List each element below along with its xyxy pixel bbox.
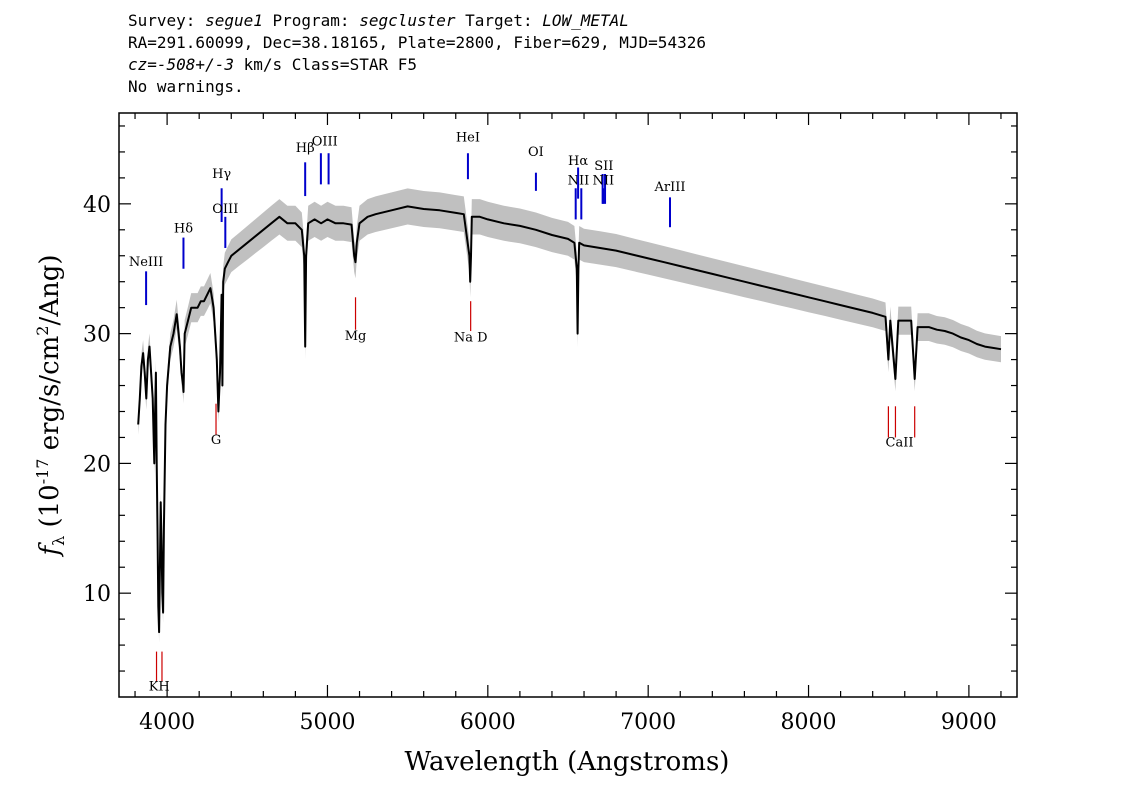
spectrum-line xyxy=(137,205,1002,634)
x-tick-label: 9000 xyxy=(941,710,997,735)
redshift-value: cz=-508+/-3 xyxy=(128,55,234,74)
emission-line-label: OI xyxy=(528,145,544,160)
x-tick-label: 4000 xyxy=(139,710,195,735)
y-tick-label: 40 xyxy=(83,193,111,218)
emission-line-label: OIII xyxy=(212,202,238,217)
x-tick-label: 5000 xyxy=(299,710,355,735)
emission-line-label: Hα xyxy=(568,154,588,169)
absorption-line-label: Mg xyxy=(345,329,367,344)
emission-line-label: NII xyxy=(592,173,614,188)
plot-frame xyxy=(118,112,1018,698)
error-band xyxy=(138,188,1001,643)
spectrum-header: Survey: segue1 Program: segcluster Targe… xyxy=(128,10,706,98)
y-tick-label: 30 xyxy=(83,323,111,348)
plot-layer: NeIIIHδHγOIIIHβOIIIHeIOINIIHαSIINIIArIII… xyxy=(83,112,1018,735)
absorption-line-label: G xyxy=(211,433,221,448)
y-tick-label: 20 xyxy=(83,452,111,477)
x-tick-label: 7000 xyxy=(620,710,676,735)
absorption-line-label: CaII xyxy=(886,436,914,451)
x-tick-label: 6000 xyxy=(460,710,516,735)
survey-value: segue1 xyxy=(205,11,263,30)
x-tick-label: 8000 xyxy=(781,710,837,735)
emission-line-label: SII xyxy=(594,159,613,174)
y-tick-label: 10 xyxy=(83,582,111,607)
emission-line-label: OIII xyxy=(312,134,338,149)
header-line-4: No warnings. xyxy=(128,77,244,96)
emission-line-label: Hδ xyxy=(174,221,193,236)
header-line-1: Survey: segue1 Program: segcluster Targe… xyxy=(128,11,629,30)
header-line-3: cz=-508+/-3 km/s Class=STAR F5 xyxy=(128,55,417,74)
program-value: segcluster xyxy=(359,11,456,30)
emission-line-label: HeI xyxy=(456,131,480,146)
emission-line-label: Hβ xyxy=(296,141,315,156)
target-value: LOW_METAL xyxy=(542,11,629,30)
x-axis-label: Wavelength (Angstroms) xyxy=(405,747,730,777)
absorption-line-label: Na D xyxy=(454,330,488,345)
y-axis-label: fλ (10-17 erg/s/cm2/Ang) xyxy=(33,254,68,557)
absorption-line-label: KH xyxy=(149,680,170,695)
emission-line-label: Hγ xyxy=(212,167,231,182)
header-line-2: RA=291.60099, Dec=38.18165, Plate=2800, … xyxy=(128,33,706,52)
emission-line-label: ArIII xyxy=(653,180,685,195)
emission-line-label: NeIII xyxy=(129,255,163,270)
